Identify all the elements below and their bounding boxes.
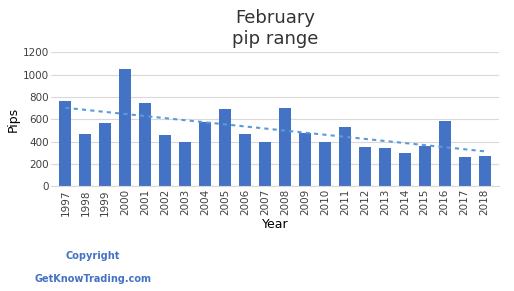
Bar xyxy=(259,142,271,186)
Bar xyxy=(359,147,371,186)
Bar xyxy=(419,146,431,186)
Bar xyxy=(139,103,151,186)
X-axis label: Year: Year xyxy=(262,218,288,231)
Bar xyxy=(379,148,391,186)
Text: GetKnowTrading.com: GetKnowTrading.com xyxy=(34,274,151,284)
Bar xyxy=(179,142,191,186)
Bar xyxy=(239,134,251,186)
Y-axis label: Pips: Pips xyxy=(7,107,20,132)
Bar xyxy=(279,108,291,186)
Bar xyxy=(319,142,331,186)
Text: Copyright: Copyright xyxy=(65,251,120,261)
Bar xyxy=(299,133,311,186)
Bar xyxy=(60,102,71,186)
Bar xyxy=(199,122,211,186)
Bar xyxy=(438,121,451,186)
Bar xyxy=(219,109,231,186)
Bar xyxy=(479,156,490,186)
Bar xyxy=(159,136,171,186)
Bar xyxy=(79,134,91,186)
Bar xyxy=(458,157,471,186)
Bar xyxy=(119,69,131,186)
Title: February
pip range: February pip range xyxy=(232,9,318,48)
Bar xyxy=(339,127,351,186)
Bar xyxy=(399,153,411,186)
Bar xyxy=(99,123,112,186)
